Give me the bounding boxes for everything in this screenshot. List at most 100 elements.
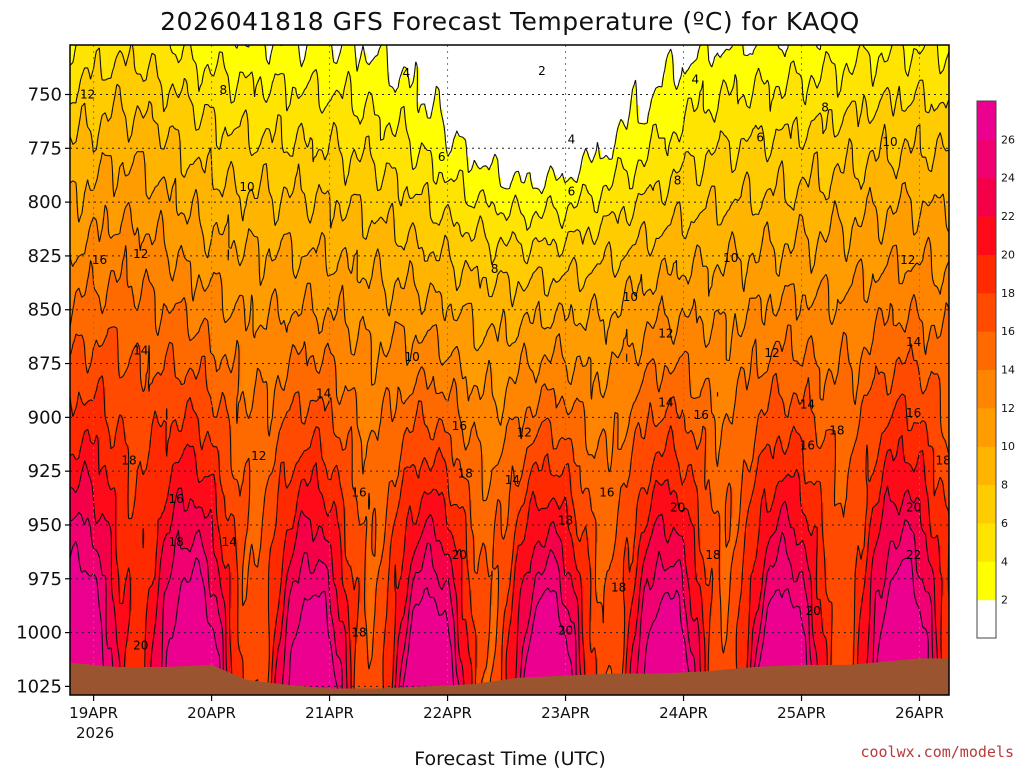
contour-label: 20	[133, 638, 148, 652]
colorbar-swatch	[977, 446, 996, 485]
contour-label: 8	[821, 100, 829, 114]
x-axis: 2026 19APR 20APR 21APR 22APR 23APR 24APR 25APR…	[69, 695, 944, 742]
colorbar-swatch	[977, 293, 996, 332]
x-tick-label: 22APR	[423, 704, 472, 722]
contour-label: 16	[599, 486, 614, 500]
y-tick-label: 850	[28, 300, 62, 321]
contour-label: 6	[756, 131, 764, 145]
colorbar-swatch	[977, 523, 996, 562]
contour-label: 16	[906, 406, 921, 420]
y-tick-label: 900	[28, 407, 62, 428]
colorbar-tick-label: 6	[1001, 517, 1008, 530]
y-tick-label: 825	[28, 246, 62, 267]
colorbar-swatch	[977, 600, 996, 639]
contour-label: 18	[169, 535, 184, 549]
y-tick-label: 1025	[16, 676, 62, 697]
y-tick-label: 800	[28, 192, 62, 213]
contour-label: 16	[351, 486, 366, 500]
contour-label: 14	[222, 535, 237, 549]
colorbar-swatch	[977, 331, 996, 370]
contour-label: 10	[405, 350, 420, 364]
credit-text: coolwx.com/models	[860, 743, 1014, 761]
colorbar-tick-label: 22	[1001, 210, 1015, 223]
contour-label: 12	[764, 346, 779, 360]
contour-label: 20	[906, 501, 921, 515]
contour-label: 20	[806, 604, 821, 618]
y-tick-label: 750	[28, 85, 62, 106]
contour-label: 14	[800, 397, 815, 411]
contour-label: 12	[80, 88, 95, 102]
contour-label: 18	[351, 626, 366, 640]
colorbar-tick-label: 18	[1001, 287, 1015, 300]
contour-label: 12	[517, 425, 532, 439]
x-tick-label: 23APR	[541, 704, 590, 722]
colorbar-tick-label: 26	[1001, 133, 1015, 146]
contour-label: 18	[705, 548, 720, 562]
contour-label: 4	[568, 133, 576, 147]
colorbar-swatch	[977, 561, 996, 600]
contour-label: 14	[316, 387, 331, 401]
x-tick-label: 24APR	[659, 704, 708, 722]
y-tick-label: 775	[28, 138, 62, 159]
contour-label: 6	[568, 184, 576, 198]
y-tick-label: 950	[28, 515, 62, 536]
contour-label: 8	[220, 83, 228, 97]
colorbar-swatch	[977, 254, 996, 293]
contour-label: 14	[133, 344, 148, 358]
contour-label: 4	[402, 66, 410, 80]
contour-label: 14	[658, 395, 673, 409]
y-tick-label: 875	[28, 354, 62, 375]
x-tick-label: 19APR	[69, 704, 118, 722]
contour-label: 14	[505, 473, 520, 487]
colorbar-tick-label: 24	[1001, 172, 1015, 185]
x-tick-label: 21APR	[305, 704, 354, 722]
contour-label: 20	[670, 501, 685, 515]
contour-label: 10	[723, 251, 738, 265]
contour-label: 10	[239, 180, 254, 194]
colorbar-swatch	[977, 370, 996, 409]
contour-label: 16	[169, 492, 184, 506]
contour-label: 16	[800, 438, 815, 452]
x-tick-label: 26APR	[895, 704, 944, 722]
y-tick-label: 1000	[16, 623, 62, 644]
chart-title: 2026041818 GFS Forecast Temperature (ºC)…	[160, 7, 860, 36]
colorbar-swatch	[977, 408, 996, 447]
x-year-label: 2026	[76, 724, 114, 742]
contour-label: 16	[694, 408, 709, 422]
contour-label: 10	[882, 135, 897, 149]
colorbar-swatch	[977, 178, 996, 217]
contour-label: 8	[674, 174, 682, 188]
contour-label: 12	[251, 449, 266, 463]
contour-label: 20	[452, 548, 467, 562]
colorbar-tick-label: 12	[1001, 402, 1015, 415]
colorbar-tick-label: 10	[1001, 440, 1015, 453]
temperature-bands	[70, 45, 950, 696]
contour-label: 18	[121, 453, 136, 467]
colorbar-swatch	[977, 216, 996, 255]
colorbar-tick-label: 20	[1001, 248, 1015, 261]
colorbar-tick-label: 8	[1001, 479, 1008, 492]
contour-label: 2	[538, 64, 546, 78]
contour-label: 16	[92, 253, 107, 267]
x-axis-label: Forecast Time (UTC)	[414, 748, 605, 768]
contour-label: 18	[458, 466, 473, 480]
contour-label: 8	[491, 262, 499, 276]
colorbar-swatch	[977, 485, 996, 524]
y-tick-label: 925	[28, 461, 62, 482]
contour-label: 12	[658, 326, 673, 340]
y-axis: 750 775 800 825 850 875 900 925 950 975 1000 1025	[16, 85, 70, 698]
colorbar-tick-label: 16	[1001, 325, 1015, 338]
contour-label: 6	[438, 150, 446, 164]
colorbar-swatch	[977, 101, 996, 140]
contour-label: 14	[906, 335, 921, 349]
contour-label: 18	[829, 423, 844, 437]
colorbar-tick-label: 2	[1001, 594, 1008, 607]
contour-label: 12	[900, 253, 915, 267]
contour-label: 18	[611, 580, 626, 594]
y-tick-label: 975	[28, 569, 62, 590]
x-tick-label: 20APR	[187, 704, 236, 722]
contour-label: 10	[623, 290, 638, 304]
